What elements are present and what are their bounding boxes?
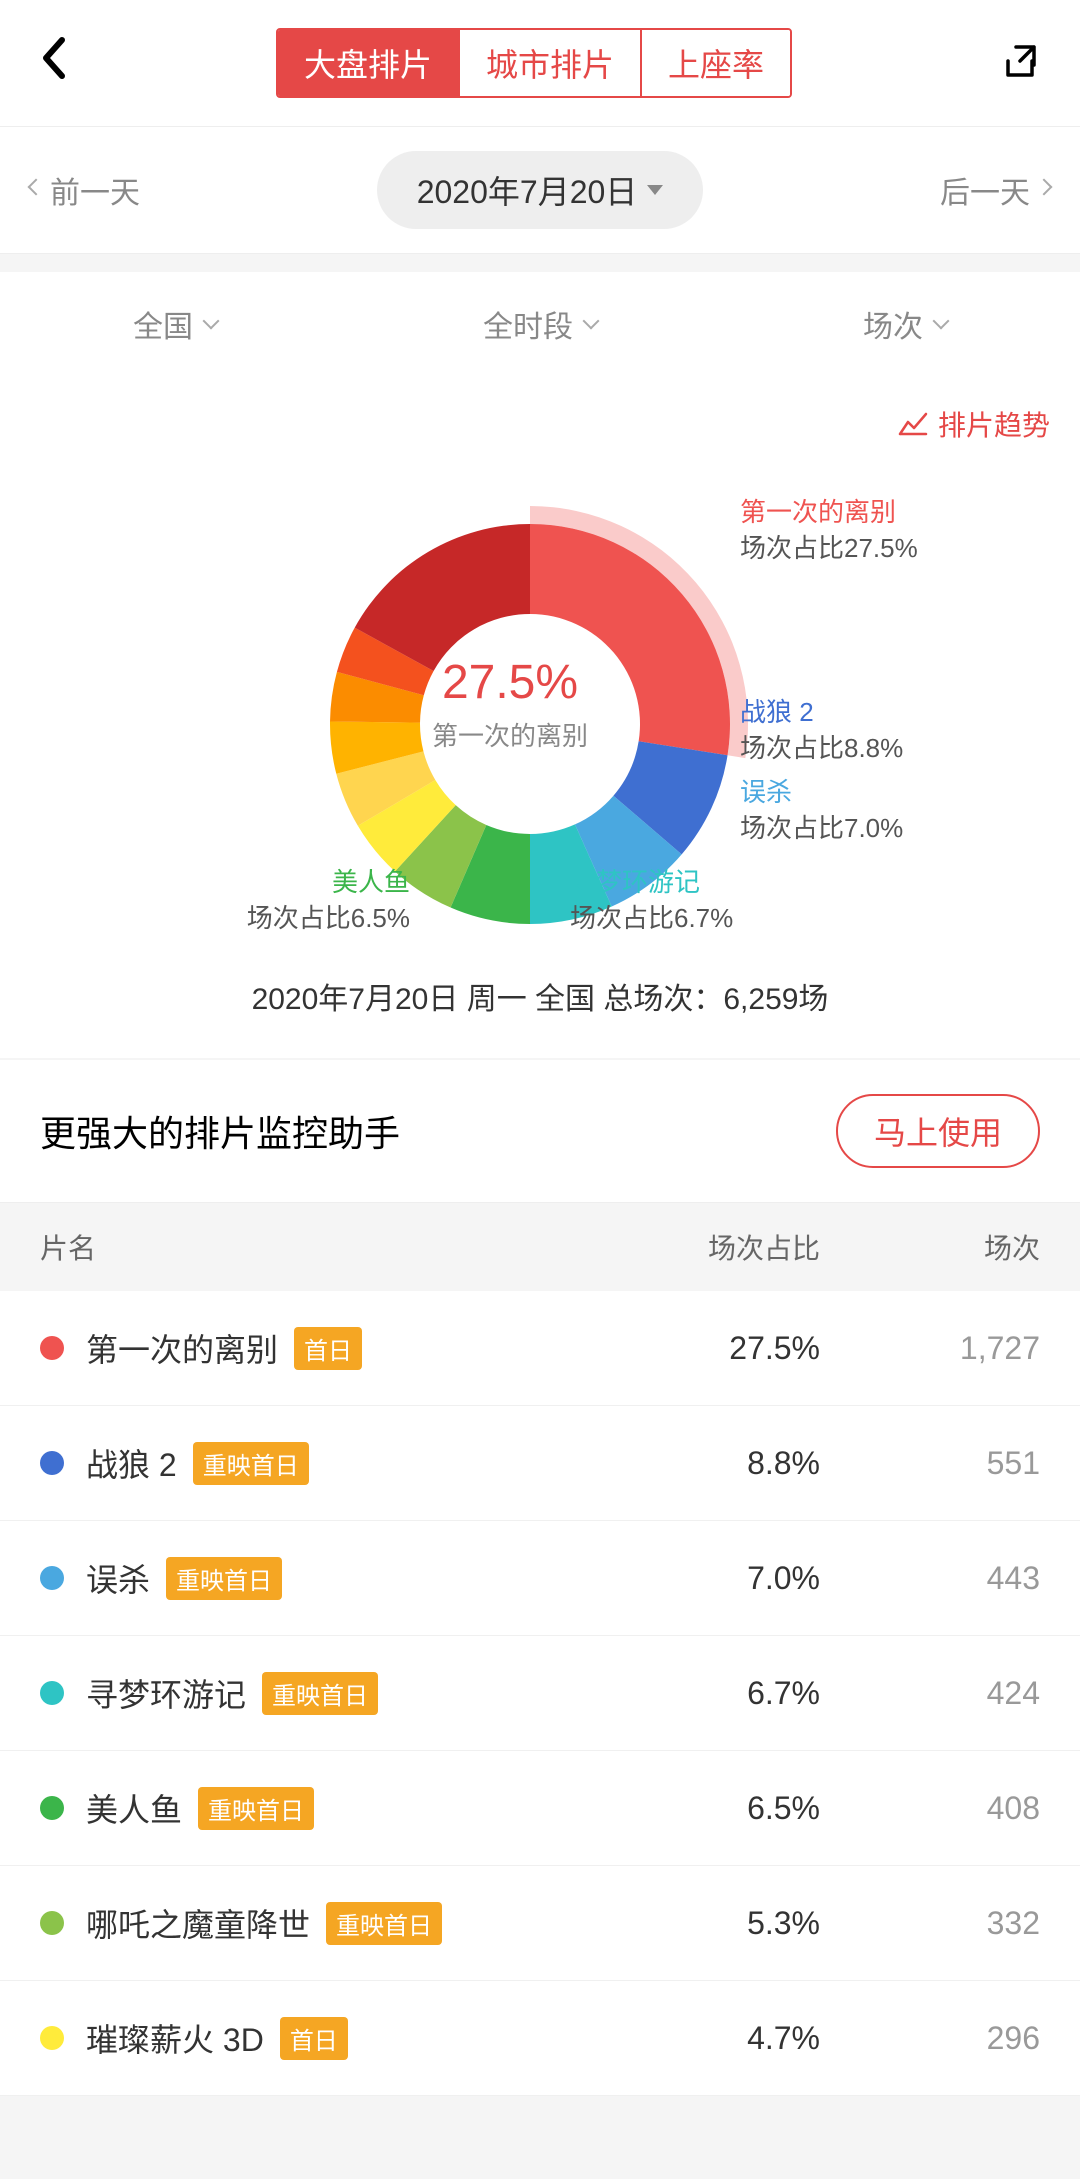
row-count: 424 (820, 1675, 1040, 1712)
row-color-dot (40, 1336, 64, 1360)
movie-name: 第一次的离别 (86, 1325, 278, 1371)
table-row[interactable]: 寻梦环游记重映首日 6.7%424 (0, 1636, 1080, 1751)
row-percent: 5.3% (580, 1905, 820, 1942)
movie-name: 寻梦环游记 (86, 1670, 246, 1716)
row-percent: 6.7% (580, 1675, 820, 1712)
back-button[interactable] (40, 36, 68, 91)
movie-name: 战狼 2 (86, 1440, 177, 1486)
row-count: 408 (820, 1790, 1040, 1827)
table-row[interactable]: 璀璨薪火 3D 首日 4.7%296 (0, 1981, 1080, 2096)
table-row[interactable]: 哪吒之魔童降世重映首日 5.3%332 (0, 1866, 1080, 1981)
row-percent: 4.7% (580, 2020, 820, 2057)
table-row[interactable]: 误杀重映首日 7.0%443 (0, 1521, 1080, 1636)
movie-name: 璀璨薪火 3D (86, 2015, 264, 2061)
row-percent: 7.0% (580, 1560, 820, 1597)
movie-name: 美人鱼 (86, 1785, 182, 1831)
promo-use-button[interactable]: 马上使用 (836, 1094, 1040, 1168)
next-day-button[interactable]: 后一天 (940, 168, 1050, 212)
chart-center-name: 第一次的离别 (432, 716, 588, 753)
chart-callout: 战狼 2场次占比8.8% (740, 694, 903, 767)
row-percent: 6.5% (580, 1790, 820, 1827)
movie-badge: 重映首日 (326, 1902, 442, 1945)
table-row[interactable]: 第一次的离别首日 27.5%1,727 (0, 1291, 1080, 1406)
row-color-dot (40, 1796, 64, 1820)
row-count: 296 (820, 2020, 1040, 2057)
segment-tabs: 大盘排片城市排片上座率 (276, 28, 792, 98)
chart-callout: 美人鱼场次占比6.5% (210, 864, 410, 937)
movie-badge: 重映首日 (166, 1557, 282, 1600)
filter-2[interactable]: 场次 (863, 302, 947, 346)
row-color-dot (40, 1451, 64, 1475)
chart-summary: 2020年7月20日 周一 全国 总场次：6,259场 (0, 944, 1080, 1018)
row-color-dot (40, 1566, 64, 1590)
filter-1[interactable]: 全时段 (483, 302, 597, 346)
row-color-dot (40, 1681, 64, 1705)
movie-badge: 首日 (280, 2017, 348, 2060)
row-count: 1,727 (820, 1330, 1040, 1367)
chart-callout: 第一次的离别场次占比27.5% (740, 494, 918, 567)
movie-badge: 重映首日 (262, 1672, 378, 1715)
table-row[interactable]: 战狼 2 重映首日 8.8%551 (0, 1406, 1080, 1521)
movie-badge: 重映首日 (198, 1787, 314, 1830)
movie-badge: 首日 (294, 1327, 362, 1370)
filter-0[interactable]: 全国 (133, 302, 217, 346)
row-percent: 27.5% (580, 1330, 820, 1367)
row-color-dot (40, 1911, 64, 1935)
share-icon[interactable] (1000, 41, 1040, 86)
row-percent: 8.8% (580, 1445, 820, 1482)
chart-callout: 误杀场次占比7.0% (740, 774, 903, 847)
movie-badge: 重映首日 (193, 1442, 309, 1485)
table-row[interactable]: 美人鱼重映首日 6.5%408 (0, 1751, 1080, 1866)
promo-title: 更强大的排片监控助手 (40, 1105, 400, 1157)
row-count: 551 (820, 1445, 1040, 1482)
trend-link[interactable]: 排片趋势 (0, 396, 1080, 464)
prev-day-button[interactable]: 前一天 (30, 168, 140, 212)
table-header: 片名 场次占比 场次 (0, 1203, 1080, 1291)
movie-name: 误杀 (86, 1555, 150, 1601)
segment-tab-0[interactable]: 大盘排片 (278, 30, 460, 96)
segment-tab-2[interactable]: 上座率 (642, 30, 790, 96)
row-count: 332 (820, 1905, 1040, 1942)
chart-center-percent: 27.5% (442, 655, 578, 710)
chart-callout: 寻梦环游记场次占比6.7% (570, 864, 733, 937)
segment-tab-1[interactable]: 城市排片 (460, 30, 642, 96)
donut-chart: 27.5% 第一次的离别 第一次的离别场次占比27.5% 战狼 2场次占比8.8%… (0, 464, 1080, 944)
movie-name: 哪吒之魔童降世 (86, 1900, 310, 1946)
row-count: 443 (820, 1560, 1040, 1597)
row-color-dot (40, 2026, 64, 2050)
date-picker[interactable]: 2020年7月20日 (377, 151, 704, 229)
